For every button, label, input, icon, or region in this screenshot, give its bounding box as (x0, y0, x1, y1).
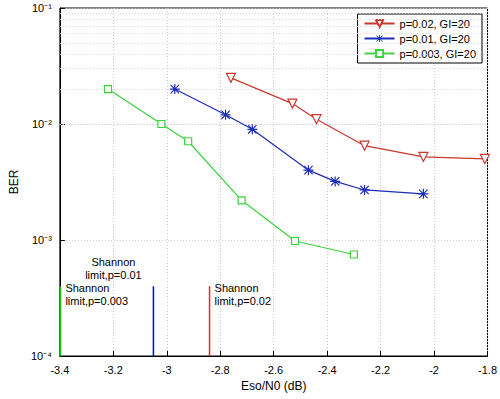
svg-text:-3.2: -3.2 (104, 364, 123, 376)
svg-text:10⁻¹: 10⁻¹ (32, 2, 52, 14)
svg-text:limit,p=0.003: limit,p=0.003 (65, 295, 128, 307)
svg-text:10⁻²: 10⁻² (32, 118, 52, 130)
svg-text:-2.4: -2.4 (318, 364, 337, 376)
svg-text:Shannon: Shannon (215, 282, 259, 294)
svg-text:Shannon: Shannon (91, 256, 135, 268)
svg-text:p=0.003, GI=20: p=0.003, GI=20 (400, 48, 476, 60)
svg-text:10⁻³: 10⁻³ (32, 234, 52, 246)
svg-text:limit,p=0.02: limit,p=0.02 (215, 295, 272, 307)
svg-text:Shannon: Shannon (65, 282, 109, 294)
svg-text:-3: -3 (162, 364, 172, 376)
svg-text:-1.8: -1.8 (478, 364, 497, 376)
svg-text:10⁻⁴: 10⁻⁴ (31, 350, 52, 362)
svg-text:-3.4: -3.4 (50, 364, 69, 376)
svg-text:BER: BER (7, 169, 21, 194)
svg-text:Eso/N0 (dB): Eso/N0 (dB) (241, 379, 306, 393)
svg-text:-2.2: -2.2 (371, 364, 390, 376)
svg-text:p=0.02, GI=20: p=0.02, GI=20 (399, 17, 470, 30)
svg-text:-2.8: -2.8 (211, 364, 230, 376)
svg-text:-2.6: -2.6 (264, 364, 283, 376)
svg-text:-2: -2 (429, 364, 439, 376)
svg-text:limit,p=0.01: limit,p=0.01 (85, 269, 142, 281)
svg-text:p=0.01, GI=20: p=0.01, GI=20 (400, 33, 470, 45)
